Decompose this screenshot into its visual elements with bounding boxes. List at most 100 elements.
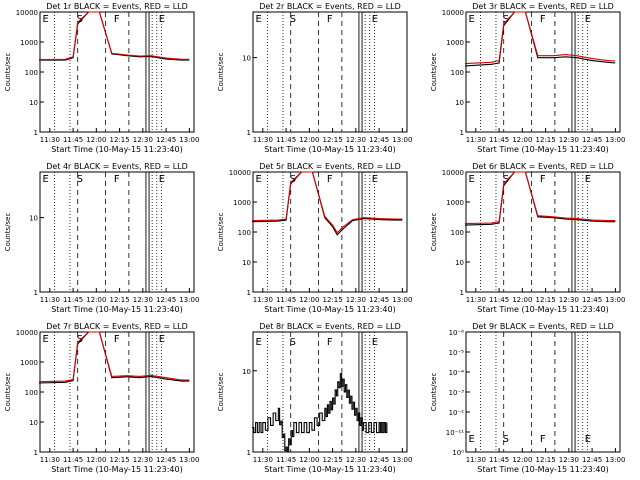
x-tick-label: 11:45	[489, 296, 509, 304]
series-events-line	[251, 373, 388, 453]
y-tick-label: 10000	[442, 169, 464, 177]
x-tick-label: 11:45	[63, 296, 83, 304]
panel-det-9: Det 9r BLACK = Events, RED = LLD 10⁰ 10⁻¹¹…	[430, 322, 625, 474]
event-marker-label: S	[77, 334, 83, 345]
series-lld-line	[464, 171, 616, 225]
x-tick-label: 13:00	[392, 296, 412, 304]
y-tick-label: 1	[460, 289, 464, 297]
x-axis-label: Start Time (10-May-15 11:23:40)	[477, 465, 608, 474]
y-tick-label: 10000	[442, 9, 464, 17]
x-tick-label: 12:30	[559, 296, 579, 304]
panel-title: Det 3r BLACK = Events, RED = LLD	[472, 2, 614, 11]
x-tick-label: 11:45	[63, 456, 83, 464]
y-axis-label: Counts/sec	[4, 213, 12, 252]
series-events-line	[464, 11, 616, 67]
event-marker-label: E	[256, 174, 262, 185]
y-tick-label: 1000	[20, 359, 38, 367]
x-tick-label: 12:15	[109, 456, 129, 464]
y-tick-label: 10⁻³	[449, 389, 465, 397]
plot-frame	[39, 171, 195, 293]
y-tick-label: 10	[242, 55, 251, 63]
y-tick-label: 1	[247, 289, 251, 297]
x-tick-label: 12:00	[299, 136, 319, 144]
x-tick-label: 11:30	[466, 136, 486, 144]
event-marker-label: E	[43, 14, 49, 25]
x-tick-label: 12:30	[133, 456, 153, 464]
x-tick-label: 12:45	[369, 136, 389, 144]
plot-frame	[252, 11, 408, 133]
x-tick-label: 12:15	[535, 136, 555, 144]
y-tick-label: 1000	[446, 39, 464, 47]
event-marker-label: E	[372, 337, 378, 348]
y-tick-label: 100	[25, 69, 38, 77]
event-marker-label: S	[503, 14, 509, 25]
y-tick-label: 10000	[16, 9, 38, 17]
x-tick-label: 12:15	[535, 456, 555, 464]
event-marker-label: F	[327, 14, 333, 25]
panel-det-4: Det 4r BLACK = Events, RED = LLD 1 10 Count…	[4, 162, 199, 314]
x-axis-label: Start Time (10-May-15 11:23:40)	[51, 465, 182, 474]
y-tick-label: 10	[29, 99, 38, 107]
x-tick-label: 11:30	[253, 456, 273, 464]
series-lld-line	[38, 331, 190, 383]
x-tick-label: 12:15	[322, 296, 342, 304]
panel-title: Det 4r BLACK = Events, RED = LLD	[46, 162, 188, 171]
panel-title: Det 6r BLACK = Events, RED = LLD	[472, 162, 614, 171]
y-axis-label: Counts/sec	[430, 373, 438, 412]
panel-det-6: Det 6r BLACK = Events, RED = LLD 1 10 100 10…	[430, 162, 625, 314]
panel-title: Det 5r BLACK = Events, RED = LLD	[259, 162, 401, 171]
x-tick-label: 12:00	[512, 136, 532, 144]
event-marker-label: E	[159, 174, 165, 185]
plot-frame	[39, 11, 195, 133]
series-events-line	[38, 331, 190, 384]
y-tick-label: 10⁻²	[449, 409, 465, 417]
y-tick-label: 1	[247, 129, 251, 137]
x-axis-label: Start Time (10-May-15 11:23:40)	[51, 305, 182, 314]
x-tick-label: 13:00	[179, 136, 199, 144]
y-tick-label: 10	[242, 368, 251, 376]
x-tick-label: 11:30	[40, 296, 60, 304]
x-axis-label: Start Time (10-May-15 11:23:40)	[477, 305, 608, 314]
y-tick-label: 100	[25, 389, 38, 397]
plot-frame	[465, 11, 621, 133]
y-tick-label: 10	[29, 419, 38, 427]
x-tick-label: 13:00	[605, 136, 625, 144]
x-tick-label: 12:45	[582, 456, 602, 464]
x-tick-label: 12:45	[582, 136, 602, 144]
event-marker-label: E	[256, 337, 262, 348]
x-tick-label: 12:15	[322, 456, 342, 464]
y-tick-label: 1	[34, 129, 38, 137]
y-tick-label: 1	[34, 449, 38, 457]
x-tick-label: 12:15	[535, 296, 555, 304]
series-events-line	[464, 171, 616, 226]
x-tick-label: 12:30	[559, 136, 579, 144]
x-tick-label: 12:30	[133, 136, 153, 144]
x-tick-label: 12:45	[369, 456, 389, 464]
event-marker-label: E	[159, 334, 165, 345]
y-tick-label: 10	[242, 259, 251, 267]
plot-frame	[252, 171, 408, 293]
x-tick-label: 11:45	[489, 456, 509, 464]
plot-frame	[465, 171, 621, 293]
x-tick-label: 12:15	[322, 136, 342, 144]
event-marker-label: S	[503, 434, 509, 445]
y-tick-label: 10	[29, 215, 38, 223]
y-tick-label: 1000	[233, 199, 251, 207]
x-tick-label: 12:00	[512, 296, 532, 304]
panel-det-5: Det 5r BLACK = Events, RED = LLD 1 10 100 10…	[217, 162, 412, 314]
event-marker-label: E	[585, 434, 591, 445]
x-tick-label: 12:15	[109, 296, 129, 304]
event-marker-label: F	[327, 174, 333, 185]
event-marker-label: E	[469, 174, 475, 185]
y-tick-label: 1	[247, 449, 251, 457]
event-marker-label: F	[540, 174, 546, 185]
y-tick-label: 1000	[446, 199, 464, 207]
panel-title: Det 9r BLACK = Events, RED = LLD	[472, 322, 614, 331]
x-tick-label: 11:30	[466, 456, 486, 464]
x-tick-label: 12:45	[156, 296, 176, 304]
event-marker-label: S	[77, 14, 83, 25]
event-marker-label: S	[77, 174, 83, 185]
y-tick-label: 1	[460, 129, 464, 137]
x-tick-label: 11:45	[276, 296, 296, 304]
